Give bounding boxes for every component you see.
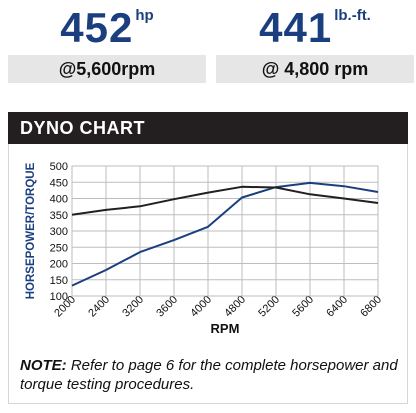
- x-tick-label: 6400: [324, 294, 350, 320]
- x-tick-label: 3200: [120, 294, 146, 320]
- y-tick-label: 250: [50, 242, 68, 254]
- horsepower-value: 452: [60, 4, 134, 51]
- y-tick-label: 450: [50, 177, 68, 189]
- horsepower-rpm: @5,600rpm: [8, 55, 206, 83]
- x-tick-label: 6800: [358, 294, 384, 320]
- torque-value: 441: [259, 4, 333, 51]
- horsepower-figure: 452 hp: [8, 2, 206, 54]
- x-tick-label: 2400: [86, 294, 112, 320]
- horsepower-unit: hp: [135, 7, 154, 24]
- torque-line: [71, 185, 379, 216]
- note: NOTE: Refer to page 6 for the complete h…: [20, 356, 400, 394]
- panel-title: DYNO CHART: [8, 112, 408, 144]
- note-text: Refer to page 6 for the complete horsepo…: [20, 357, 398, 393]
- x-tick-label: 4800: [222, 294, 248, 320]
- note-label: NOTE:: [20, 357, 67, 374]
- y-tick-label: 100: [50, 291, 68, 303]
- y-tick-label: 300: [50, 226, 68, 238]
- torque-rpm: @ 4,800 rpm: [216, 55, 414, 83]
- x-tick-label: 4000: [188, 294, 214, 320]
- x-tick-label: 3600: [154, 294, 180, 320]
- x-tick-label: 5200: [256, 294, 282, 320]
- x-axis-label: RPM: [211, 321, 240, 336]
- y-tick-label: 500: [50, 161, 68, 173]
- plot-border: [71, 165, 379, 297]
- y-tick-label: 400: [50, 194, 68, 206]
- torque-figure: 441 lb.-ft.: [216, 2, 414, 54]
- horsepower-line: [71, 181, 379, 287]
- y-axis-label: HORSEPOWER/TORQUE: [25, 162, 37, 299]
- y-tick-label: 200: [50, 259, 68, 271]
- y-tick-label: 350: [50, 210, 68, 222]
- x-tick-label: 5600: [290, 294, 316, 320]
- y-tick-label: 150: [50, 275, 68, 287]
- torque-unit: lb.-ft.: [334, 7, 371, 24]
